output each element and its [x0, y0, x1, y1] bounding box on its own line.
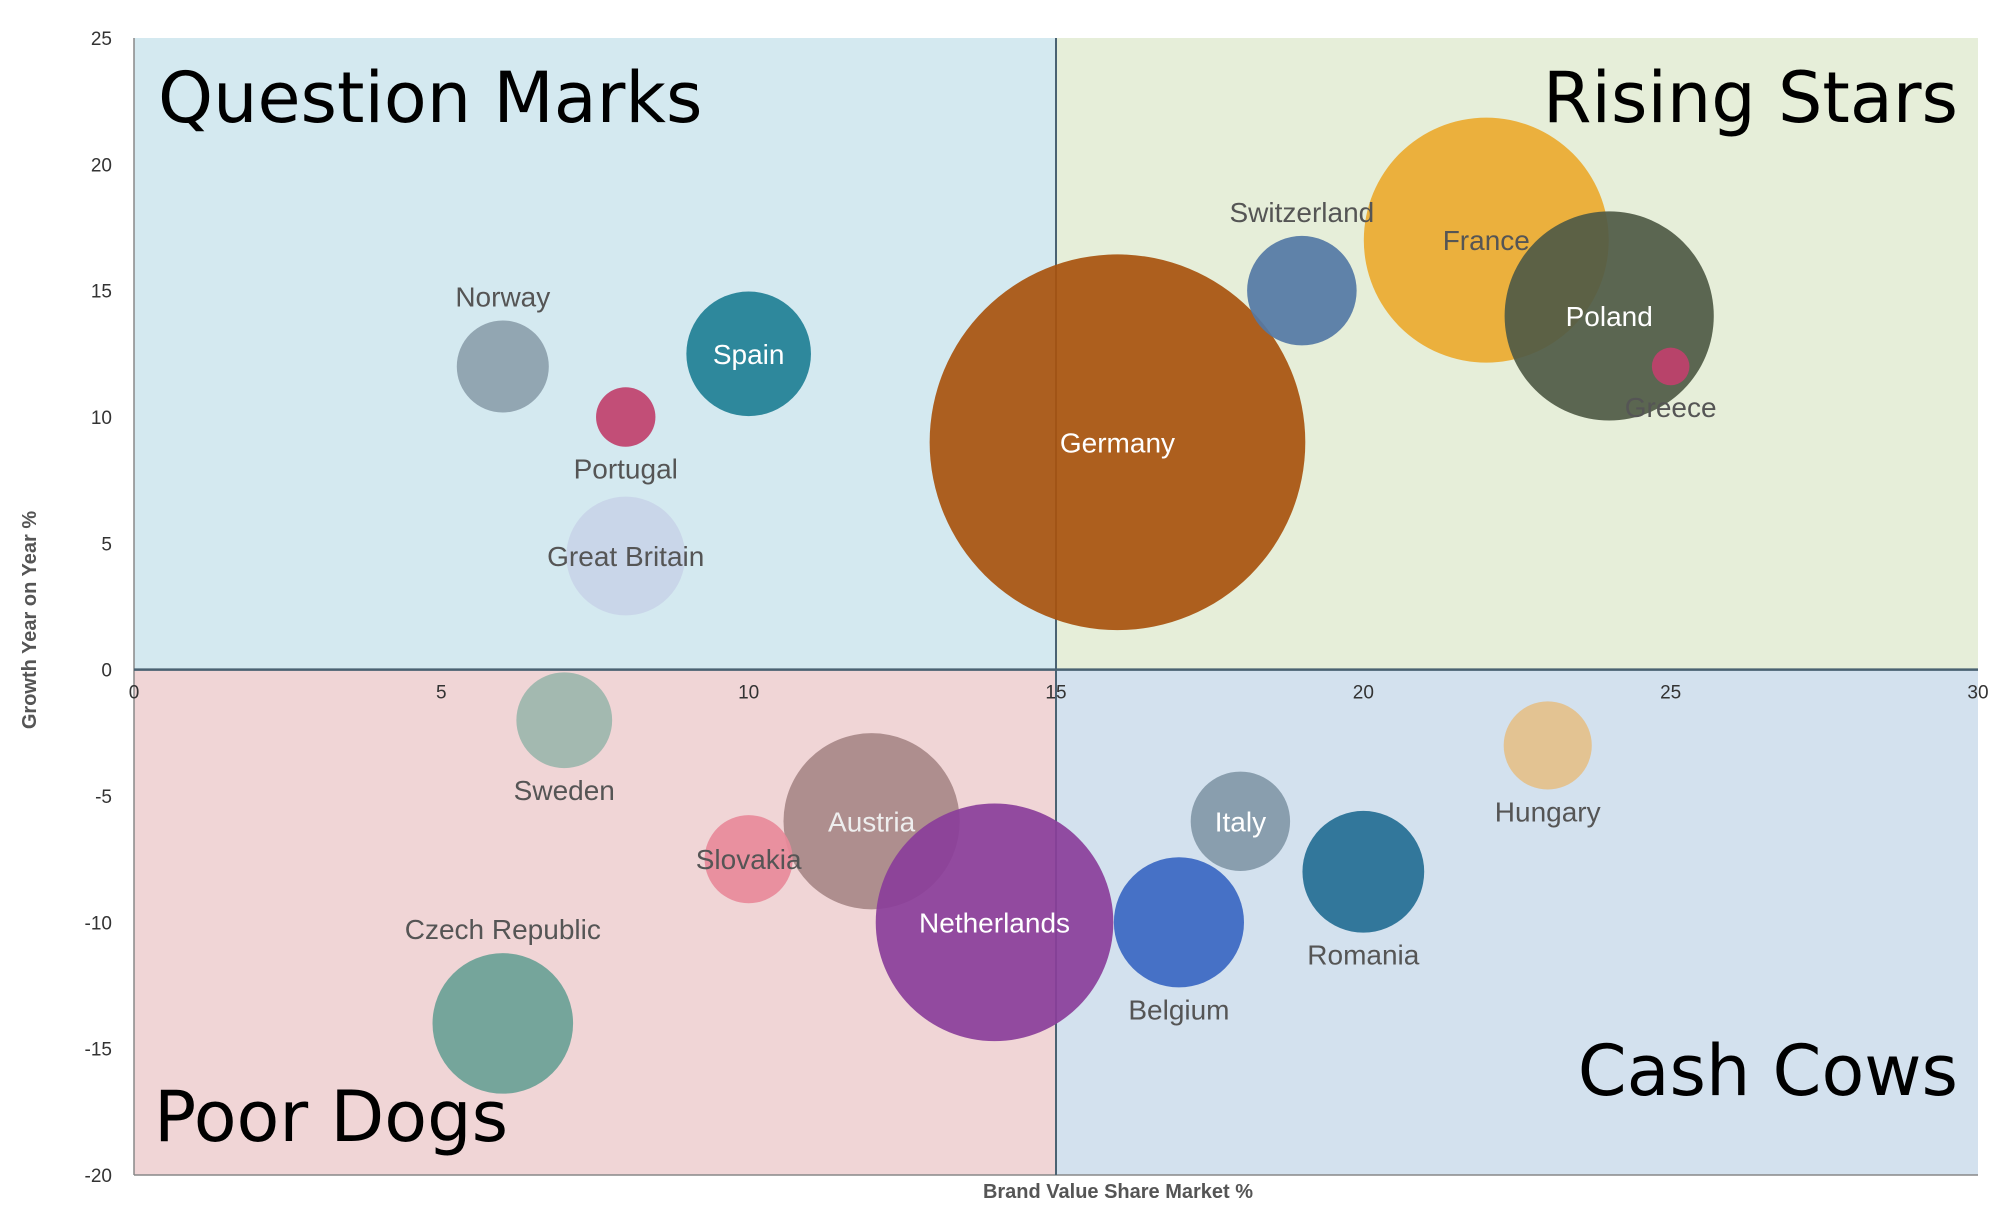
bubble-label: Belgium: [1128, 994, 1229, 1025]
bubble-label: Portugal: [574, 454, 678, 485]
bubble-label: Netherlands: [919, 907, 1070, 938]
bubble-label: Slovakia: [696, 844, 802, 875]
y-tick-label: -20: [85, 1166, 112, 1187]
x-tick-label: 25: [1660, 683, 1681, 704]
bubble-label: France: [1443, 225, 1530, 256]
bubble-label: Norway: [455, 281, 550, 312]
bubble-label: Great Britain: [547, 541, 704, 572]
bubble-label: Czech Republic: [405, 914, 601, 945]
y-tick-label: 25: [91, 29, 112, 50]
bubble-point: [596, 387, 656, 447]
bubble-label: Hungary: [1495, 797, 1601, 828]
y-tick-label: 0: [101, 661, 112, 682]
bubble-label: Switzerland: [1229, 197, 1374, 228]
bubble-label: Greece: [1625, 392, 1717, 423]
bubble-label: Spain: [713, 339, 785, 370]
x-tick-label: 30: [1967, 683, 1988, 704]
bubble-point: [432, 953, 574, 1094]
bubble-label: Romania: [1307, 940, 1419, 971]
bubble-point: [686, 291, 811, 417]
x-tick-label: 20: [1353, 683, 1374, 704]
x-tick-label: 5: [436, 683, 447, 704]
y-tick-label: -10: [85, 913, 112, 934]
bubble-point: [1503, 701, 1592, 790]
bubble-point: [1190, 771, 1291, 871]
x-tick-label: 15: [1045, 683, 1066, 704]
bubble-point: [704, 815, 793, 904]
x-axis-title: Brand Value Share Market %: [983, 1181, 1253, 1203]
bubble-point: [1113, 857, 1244, 988]
bubble-series: [432, 117, 1714, 1094]
bubble-point: [875, 803, 1114, 1042]
quadrant-label: Question Marks: [158, 57, 702, 139]
y-tick-label: 10: [91, 408, 112, 429]
y-tick-label: -15: [85, 1040, 112, 1061]
bubble-point: [1651, 347, 1690, 386]
axes: -20 -15 -10 -5 0 5 10 15 20 25 0 5 10 15 20 25 30: [85, 29, 1989, 1187]
bubble-label: Austria: [828, 806, 916, 837]
y-tick-label: 5: [101, 534, 112, 555]
quadrant-label: Rising Stars: [1543, 57, 1958, 139]
bubble-point: [456, 320, 549, 413]
quadrant-label: Poor Dogs: [154, 1076, 508, 1158]
bubble-label: Poland: [1566, 301, 1653, 332]
bubble-point: [566, 496, 686, 616]
y-tick-label: -5: [95, 787, 112, 808]
quadrant-label: Cash Cows: [1578, 1030, 1958, 1112]
bubble-point: [516, 672, 613, 769]
y-axis-title: Growth Year on Year %: [19, 511, 41, 729]
y-tick-label: 20: [91, 155, 112, 176]
quadrant-labels: Question Marks Rising Stars Poor Dogs Cash …: [154, 57, 1958, 1158]
bubble-label: Sweden: [514, 775, 615, 806]
bubble-labels: Norway Spain Portugal Great Britain Germany S…: [405, 197, 1717, 1025]
y-tick-label: 15: [91, 282, 112, 303]
bubble-label: Germany: [1060, 427, 1175, 458]
bubble-point: [929, 254, 1306, 631]
bubble-label: Italy: [1215, 806, 1266, 837]
x-tick-label: 0: [129, 683, 140, 704]
bubble-point: [1247, 235, 1357, 346]
bubble-point: [1302, 810, 1425, 933]
x-tick-label: 10: [738, 683, 759, 704]
